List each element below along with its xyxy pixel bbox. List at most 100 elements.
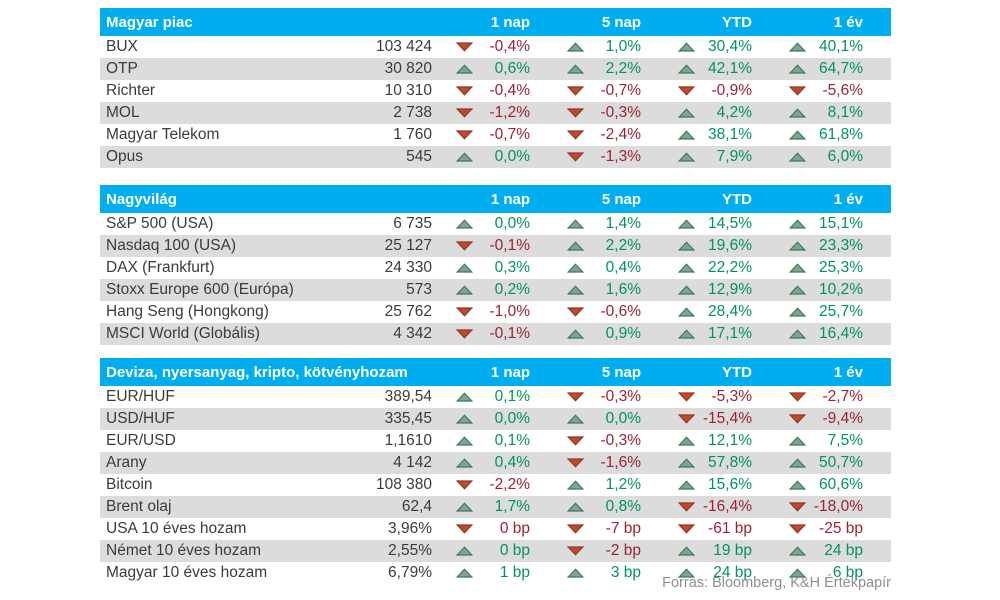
change-value: 0,0% (605, 410, 641, 427)
table-row: Hang Seng (Hongkong) 25 762 -1,0% -0,6% … (100, 301, 891, 323)
instrument-name: DAX (Frankfurt) (106, 259, 215, 276)
down-arrow-icon (456, 307, 473, 317)
instrument-name: Stoxx Europe 600 (Európa) (106, 281, 294, 298)
instrument-value: 4 142 (393, 454, 432, 471)
change-cell-1ev: 10,2% (780, 281, 891, 299)
instrument-value: 2 738 (393, 104, 432, 121)
change-cell-ytd: 28,4% (669, 303, 780, 321)
change-value: 0,1% (494, 388, 530, 405)
instrument-value: 25 762 (384, 303, 432, 320)
change-cell-1ev: 40,1% (780, 38, 891, 56)
column-header-5nap: 5 nap (601, 363, 641, 381)
down-arrow-icon (678, 392, 695, 402)
up-arrow-icon (789, 263, 806, 273)
instrument-name: EUR/HUF (106, 388, 175, 405)
change-cell-ytd: 12,9% (669, 281, 780, 299)
up-arrow-icon (456, 285, 473, 295)
down-arrow-icon (456, 524, 473, 534)
change-cell-1nap: 0,2% (447, 281, 558, 299)
table-deviza-nyersanyag: Deviza, nyersanyag, kripto, kötvényhozam… (100, 358, 891, 584)
change-value: 3 bp (610, 564, 641, 581)
column-header-ytd: YTD (722, 363, 752, 381)
change-cell-ytd: 17,1% (669, 325, 780, 343)
instrument-name: Richter (106, 82, 156, 99)
table-row: Stoxx Europe 600 (Európa) 573 0,2% 1,6% … (100, 279, 891, 301)
column-header-ytd: YTD (722, 13, 752, 31)
table-row: USA 10 éves hozam 3,96% 0 bp -7 bp -61 b… (100, 518, 891, 540)
instrument-name: Magyar 10 éves hozam (106, 564, 268, 581)
change-cell-1ev: -5,6% (780, 82, 891, 100)
change-cell-1ev: -2,7% (780, 388, 891, 406)
change-cell-ytd: -61 bp (669, 520, 780, 538)
change-cell-5nap: -0,6% (558, 303, 669, 321)
down-arrow-icon (567, 458, 584, 468)
instrument-name: EUR/USD (106, 432, 176, 449)
change-cell-5nap: 0,9% (558, 325, 669, 343)
table-row: MOL 2 738 -1,2% -0,3% 4,2% 8,1% (100, 102, 891, 124)
change-cell-ytd: -15,4% (669, 410, 780, 428)
column-header-1nap: 1 nap (490, 190, 530, 208)
change-value: 0,8% (605, 498, 641, 515)
change-value: -1,0% (489, 303, 531, 320)
instrument-value: 25 127 (384, 237, 432, 254)
down-arrow-icon (567, 307, 584, 317)
change-value: 15,6% (708, 476, 752, 493)
instrument-value: 62,4 (401, 498, 432, 515)
column-header-ytd: YTD (722, 190, 752, 208)
instrument-value: 4 342 (393, 325, 432, 342)
change-cell-1nap: 0,6% (447, 60, 558, 78)
up-arrow-icon (567, 329, 584, 339)
change-value: 0 bp (499, 542, 530, 559)
change-value: 30,4% (708, 38, 752, 55)
column-header-5nap: 5 nap (601, 190, 641, 208)
instrument-name: USD/HUF (106, 410, 175, 427)
up-arrow-icon (567, 241, 584, 251)
up-arrow-icon (678, 108, 695, 118)
up-arrow-icon (456, 502, 473, 512)
change-cell-1nap: 0,1% (447, 388, 558, 406)
up-arrow-icon (789, 241, 806, 251)
up-arrow-icon (456, 414, 473, 424)
change-value: -0,1% (489, 325, 531, 342)
change-value: 12,9% (708, 281, 752, 298)
change-value: 1,4% (605, 215, 641, 232)
column-header-1nap: 1 nap (490, 13, 530, 31)
change-cell-1nap: -0,4% (447, 82, 558, 100)
change-cell-5nap: -1,6% (558, 454, 669, 472)
change-value: 23,3% (819, 237, 863, 254)
change-value: 0,4% (494, 454, 530, 471)
table-body: EUR/HUF 389,54 0,1% -0,3% -5,3% -2,7% US… (100, 386, 891, 584)
change-value: 64,7% (819, 60, 863, 77)
down-arrow-icon (567, 86, 584, 96)
change-cell-1nap: 0 bp (447, 520, 558, 538)
change-value: 6,0% (827, 148, 863, 165)
table-title: Magyar piac (106, 13, 193, 31)
instrument-value: 3,96% (388, 520, 432, 537)
down-arrow-icon (456, 130, 473, 140)
instrument-value: 10 310 (384, 82, 432, 99)
change-value: -2 bp (605, 542, 641, 559)
change-value: -7 bp (605, 520, 641, 537)
table-magyar-piac: Magyar piac 1 nap 5 nap YTD 1 év BUX 103… (100, 8, 891, 168)
table-row: Nasdaq 100 (USA) 25 127 -0,1% 2,2% 19,6%… (100, 235, 891, 257)
change-cell-1ev: 7,5% (780, 432, 891, 450)
down-arrow-icon (456, 42, 473, 52)
change-value: 4,2% (716, 104, 752, 121)
down-arrow-icon (456, 86, 473, 96)
table-row: EUR/HUF 389,54 0,1% -0,3% -5,3% -2,7% (100, 386, 891, 408)
up-arrow-icon (678, 568, 695, 578)
change-value: 17,1% (708, 325, 752, 342)
up-arrow-icon (678, 329, 695, 339)
change-value: -0,6% (600, 303, 642, 320)
up-arrow-icon (678, 436, 695, 446)
change-value: 15,1% (819, 215, 863, 232)
up-arrow-icon (789, 458, 806, 468)
change-cell-5nap: 3 bp (558, 564, 669, 582)
change-value: 0,0% (494, 410, 530, 427)
change-value: 0,4% (605, 259, 641, 276)
change-cell-5nap: -0,3% (558, 432, 669, 450)
change-value: 25,3% (819, 259, 863, 276)
change-cell-5nap: -2 bp (558, 542, 669, 560)
change-cell-5nap: -2,4% (558, 126, 669, 144)
